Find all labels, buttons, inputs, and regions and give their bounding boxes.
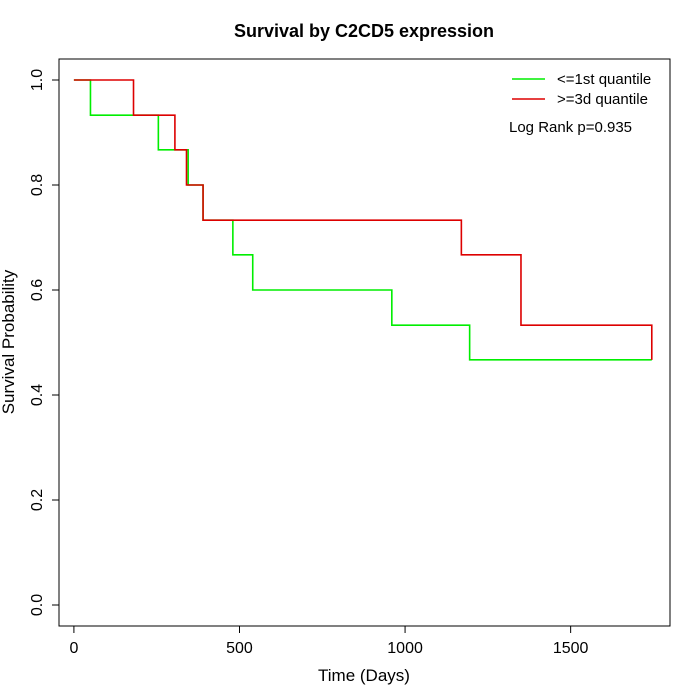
legend-label: >=3d quantile	[557, 91, 648, 108]
y-tick-label: 0.4	[29, 384, 46, 406]
log-rank-annotation: Log Rank p=0.935	[509, 119, 632, 136]
x-tick-label: 500	[226, 640, 253, 657]
y-tick-label: 0.0	[29, 594, 46, 616]
x-tick-label: 1000	[387, 640, 423, 657]
y-axis-label: Survival Probability	[0, 269, 18, 414]
x-axis: 0 500 1000 1500	[69, 626, 589, 657]
series-line-2	[73, 79, 653, 360]
x-tick-label: 0	[69, 640, 78, 657]
y-tick-label: 1.0	[29, 69, 46, 91]
survival-curves	[73, 79, 653, 361]
x-axis-label: Time (Days)	[318, 666, 410, 685]
y-axis: 0.0 0.2 0.4 0.6 0.8 1.0	[29, 69, 59, 616]
y-tick-label: 0.6	[29, 279, 46, 301]
legend: <=1st quantile >=3d quantile	[512, 71, 651, 108]
y-tick-label: 0.8	[29, 174, 46, 196]
chart-title: Survival by C2CD5 expression	[234, 21, 494, 41]
legend-label: <=1st quantile	[557, 71, 651, 88]
y-tick-label: 0.2	[29, 489, 46, 511]
plot-frame	[58, 58, 671, 627]
x-tick-label: 1500	[553, 640, 589, 657]
